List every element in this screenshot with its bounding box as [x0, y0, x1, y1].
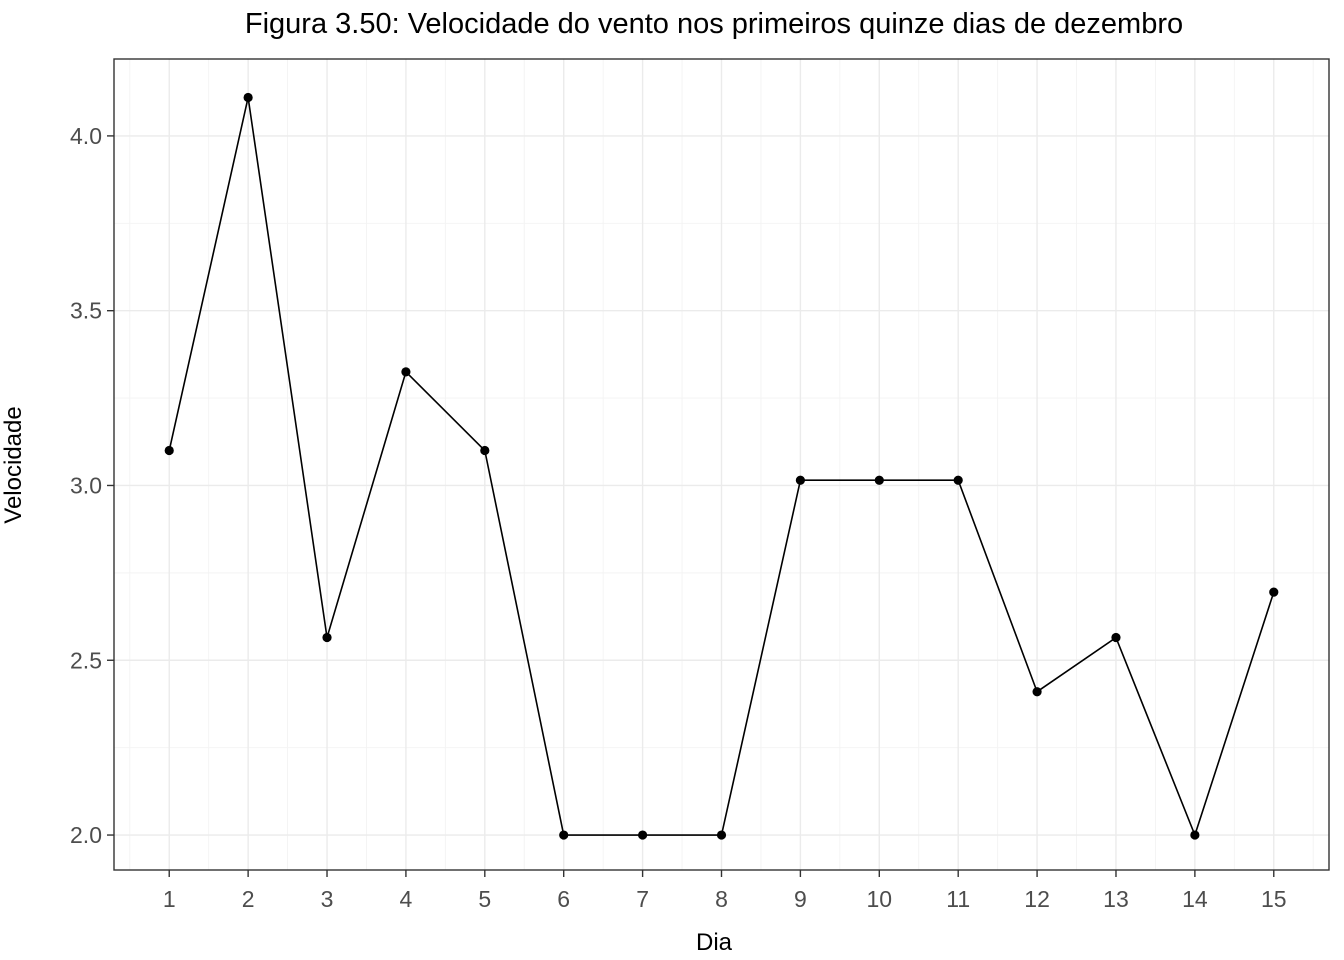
x-tick-label: 15 — [1261, 886, 1287, 912]
data-point — [559, 830, 569, 840]
x-tick-label: 11 — [946, 886, 970, 912]
data-point — [1269, 587, 1279, 597]
data-point — [322, 632, 332, 643]
y-axis-title: Velocidade — [0, 406, 27, 523]
data-point — [1111, 632, 1121, 643]
x-tick-label: 13 — [1103, 886, 1129, 912]
x-axis-title: Dia — [696, 929, 733, 956]
x-axis: 1 2 3 4 5 6 7 8 9 10 11 12 13 14 15 — [163, 870, 1287, 912]
x-tick-label: 10 — [866, 886, 892, 912]
data-point — [164, 445, 174, 456]
series-wind-speed — [164, 92, 1279, 840]
data-point — [953, 475, 963, 485]
x-tick-label: 5 — [478, 886, 491, 912]
y-tick-label: 2.5 — [70, 647, 102, 673]
x-tick-label: 14 — [1182, 886, 1208, 912]
y-tick-label: 4.0 — [70, 123, 102, 149]
data-point — [716, 830, 727, 840]
data-point — [401, 367, 411, 377]
data-point — [480, 445, 490, 456]
x-tick-label: 7 — [636, 886, 649, 912]
data-point — [638, 830, 648, 840]
x-tick-label: 3 — [321, 886, 334, 912]
data-point — [1032, 687, 1042, 697]
data-point — [243, 92, 253, 103]
x-tick-label: 1 — [163, 886, 176, 912]
y-tick-label: 3.5 — [70, 298, 102, 324]
x-tick-label: 8 — [715, 886, 728, 912]
x-tick-label: 2 — [242, 886, 255, 912]
x-tick-label: 12 — [1024, 886, 1050, 912]
y-tick-label: 3.0 — [70, 472, 102, 498]
data-point — [874, 475, 884, 485]
y-tick-label: 2.0 — [70, 822, 102, 848]
x-tick-label: 9 — [794, 886, 807, 912]
data-point — [795, 475, 805, 485]
x-tick-label: 4 — [400, 886, 413, 912]
y-axis: 2.0 2.5 3.0 3.5 4.0 — [70, 123, 114, 848]
data-point — [1190, 830, 1200, 840]
major-gridlines — [114, 59, 1329, 870]
chart-title: Figura 3.50: Velocidade do vento nos pri… — [245, 8, 1183, 40]
x-tick-label: 6 — [557, 886, 570, 912]
